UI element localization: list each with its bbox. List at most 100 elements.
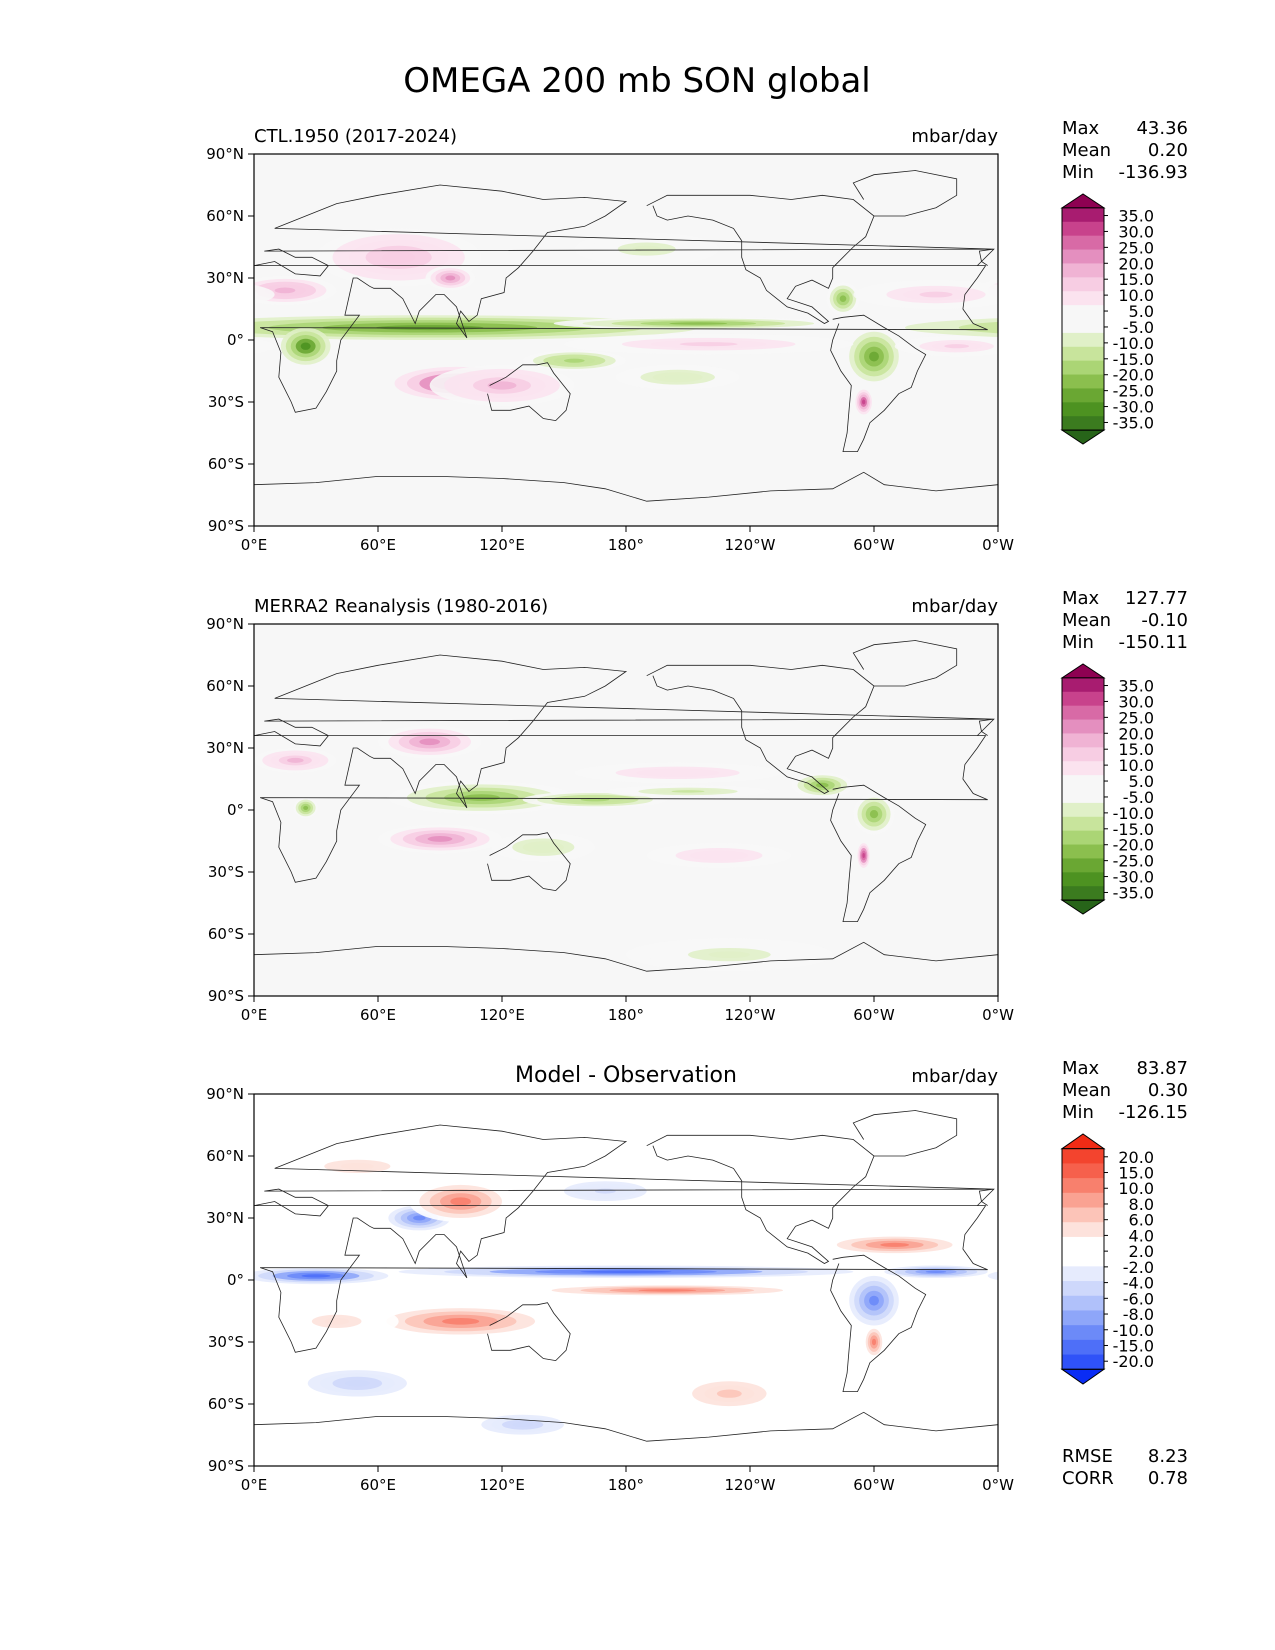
stat-label: Max <box>1062 1058 1100 1079</box>
field-feature <box>1184 1193 1225 1210</box>
colorbar-level-label: 20.0 <box>1118 1148 1154 1167</box>
field-feature <box>60 778 97 793</box>
colorbar-bin <box>1062 858 1104 873</box>
field-feature <box>0 1268 18 1275</box>
colorbar-bin <box>1062 1310 1104 1326</box>
coastline <box>487 832 571 892</box>
field-feature <box>175 292 208 298</box>
coastline <box>646 1134 875 1264</box>
field-feature <box>0 951 6 958</box>
field-feature <box>116 848 123 863</box>
field-feature <box>120 1325 141 1358</box>
field-feature <box>1139 367 1263 400</box>
stat-value: 0.78 <box>1148 1468 1188 1489</box>
colorbar-obs: 35.030.025.020.015.010.05.0-5.0-10.0-15.… <box>1060 663 1154 915</box>
lon-tick-label: 60°W <box>853 1476 895 1494</box>
colorbar-level-label: -10.0 <box>1113 804 1154 823</box>
field-feature <box>427 836 453 842</box>
field-feature <box>254 284 275 305</box>
field-feature <box>1267 791 1275 808</box>
colorbar-level-label: 10.0 <box>1118 286 1154 305</box>
coastline <box>852 1110 958 1157</box>
field-feature <box>54 775 104 795</box>
field-feature <box>638 1289 697 1292</box>
colorbar-bin <box>1062 1236 1104 1253</box>
field-feature <box>1153 1181 1256 1222</box>
lon-tick-label: 180° <box>608 536 644 554</box>
field-feature <box>1045 342 1055 349</box>
lon-tick-label: 120°E <box>479 536 525 554</box>
stat-value: 8.23 <box>1148 1446 1188 1467</box>
field-feature <box>998 282 1060 299</box>
field-feature <box>1188 369 1275 402</box>
lat-tick-label: 90°N <box>206 145 244 163</box>
field-feature <box>1179 271 1209 286</box>
field-feature <box>533 844 554 851</box>
units-label: mbar/day <box>911 1066 998 1087</box>
field-feature <box>487 381 517 390</box>
colorbar-level-label: -30.0 <box>1113 868 1154 887</box>
field-feature <box>1194 1197 1215 1205</box>
field-feature <box>580 1270 672 1273</box>
field-feature <box>871 1338 877 1346</box>
colorbar-level-label: 30.0 <box>1118 692 1154 711</box>
field-feature <box>1188 1267 1275 1277</box>
field-feature <box>1256 839 1275 856</box>
lat-tick-label: 60°S <box>208 455 244 473</box>
colorbar-bin <box>1062 816 1104 832</box>
field-feature <box>124 1332 136 1352</box>
colorbar-level-label: -20.0 <box>1113 836 1154 855</box>
field-feature <box>1172 836 1197 842</box>
colorbar-ctl: 35.030.025.020.015.010.05.0-5.0-10.0-15.… <box>1060 193 1154 445</box>
field-feature <box>89 289 109 309</box>
field-feature <box>1167 1315 1241 1328</box>
colorbar-bin <box>1062 1339 1104 1356</box>
colorbar-bin <box>1062 1178 1104 1194</box>
field-feature <box>1163 1185 1246 1218</box>
lat-tick-label: 60°N <box>206 677 244 695</box>
lon-tick-label: 0°W <box>982 1476 1014 1494</box>
field-feature <box>1035 335 1065 357</box>
field-feature <box>254 290 259 299</box>
coastline <box>646 194 875 324</box>
field-feature <box>512 1422 534 1428</box>
lat-tick-label: 30°N <box>206 739 244 757</box>
field-feature <box>120 1291 140 1311</box>
lat-tick-label: 90°S <box>208 987 244 1005</box>
field-diff <box>0 1094 1275 1466</box>
panel-obs: 0°E 60°E 120°E 180° 120°W 60°W 0°W 90°N 60°N 30°N… <box>0 588 1275 1024</box>
field-feature <box>1184 273 1204 283</box>
colorbar-bin <box>1062 319 1104 334</box>
field-feature <box>862 399 866 405</box>
field-feature <box>0 848 18 863</box>
field-feature <box>987 1271 998 1281</box>
field-feature <box>118 853 120 858</box>
field-feature <box>1170 266 1220 291</box>
field-feature <box>1234 1268 1275 1275</box>
colorbar-bin <box>1062 388 1104 403</box>
lat-tick-label: 90°N <box>206 1085 244 1103</box>
field-feature <box>1159 833 1209 845</box>
colorbar-bin <box>1062 886 1104 901</box>
stat-value: 43.36 <box>1136 118 1188 139</box>
coastline <box>852 170 958 217</box>
field-feature <box>1163 373 1237 393</box>
stat-value: -150.11 <box>1119 632 1188 653</box>
colorbar-bin <box>1062 1207 1104 1223</box>
coastline <box>487 1302 571 1362</box>
colorbar-level-label: 20.0 <box>1118 254 1154 273</box>
field-feature <box>1045 804 1055 812</box>
field-feature <box>0 1373 47 1414</box>
field-feature <box>0 786 10 796</box>
field-feature <box>1037 798 1062 819</box>
field-feature <box>445 275 456 281</box>
field-feature <box>0 317 99 329</box>
field-feature <box>0 843 47 868</box>
colorbar-bin <box>1062 802 1104 818</box>
colorbar-bin <box>1062 235 1104 251</box>
stat-value: -0.10 <box>1141 610 1188 631</box>
colorbar-bin <box>1062 1251 1104 1267</box>
stat-value: 127.77 <box>1125 588 1188 609</box>
colorbar-bin <box>1062 249 1104 264</box>
coastline <box>254 941 998 972</box>
